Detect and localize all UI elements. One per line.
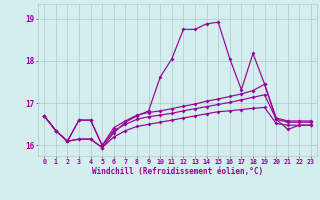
- X-axis label: Windchill (Refroidissement éolien,°C): Windchill (Refroidissement éolien,°C): [92, 167, 263, 176]
